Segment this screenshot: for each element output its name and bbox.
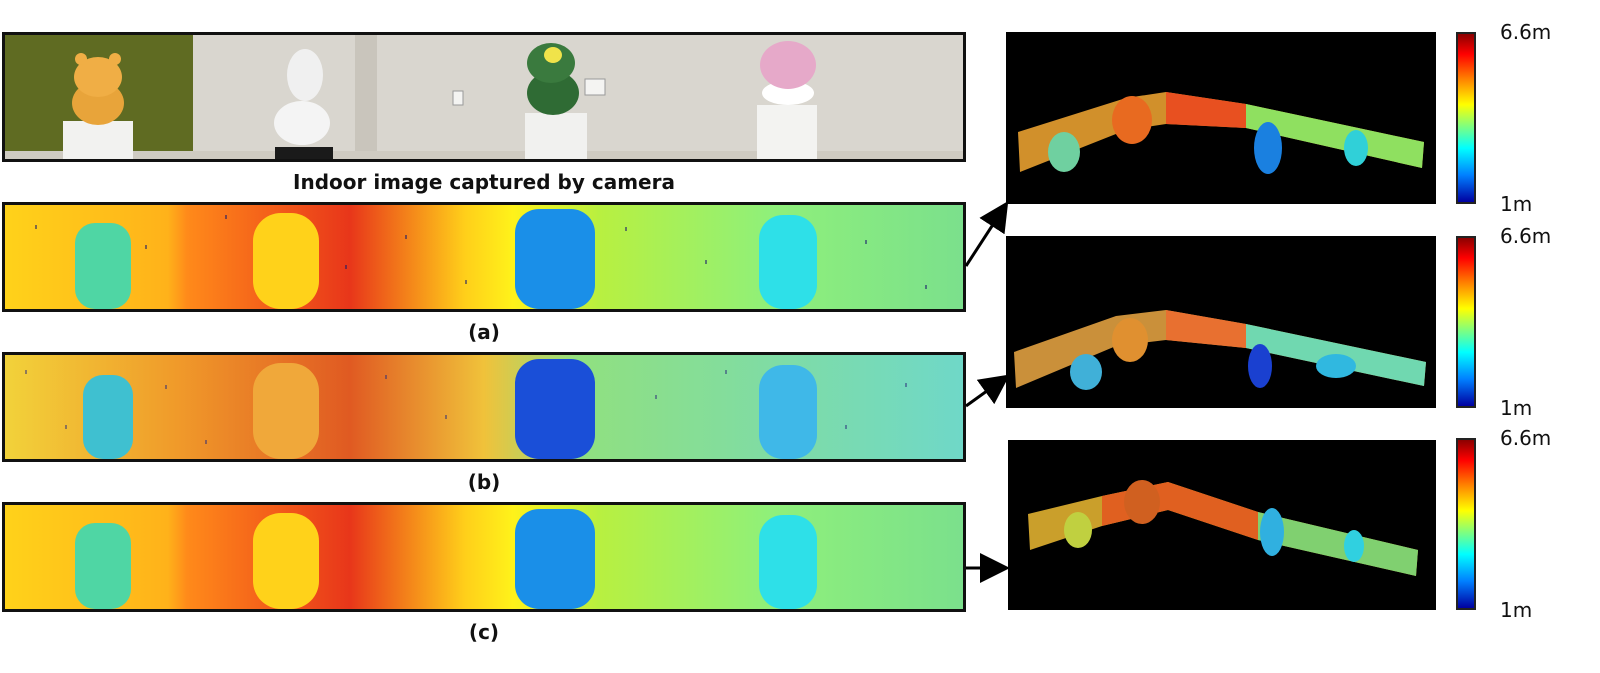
depth-map-b: [2, 352, 966, 462]
arrow-a: [964, 200, 1009, 267]
colorbar-b-max: 6.6m: [1500, 224, 1552, 248]
colorbar-b-min: 1m: [1500, 396, 1533, 420]
camera-caption: Indoor image captured by camera: [293, 170, 675, 194]
arrow-b: [965, 374, 1010, 408]
colorbar-b: [1456, 236, 1476, 408]
panel-label-b: (b): [467, 470, 501, 494]
depth-map-c: [2, 502, 966, 612]
point-cloud-a: [1006, 32, 1436, 204]
camera-photo: [2, 32, 966, 162]
colorbar-a-min: 1m: [1500, 192, 1533, 216]
point-cloud-c: [1008, 440, 1436, 610]
panel-label-a: (a): [468, 320, 500, 344]
point-cloud-b: [1006, 236, 1436, 408]
colorbar-a-max: 6.6m: [1500, 20, 1552, 44]
colorbar-c-min: 1m: [1500, 598, 1533, 622]
colorbar-a: [1456, 32, 1476, 204]
colorbar-c: [1456, 438, 1476, 610]
panel-label-c: (c): [468, 620, 500, 644]
colorbar-c-max: 6.6m: [1500, 426, 1552, 450]
depth-map-a: [2, 202, 966, 312]
